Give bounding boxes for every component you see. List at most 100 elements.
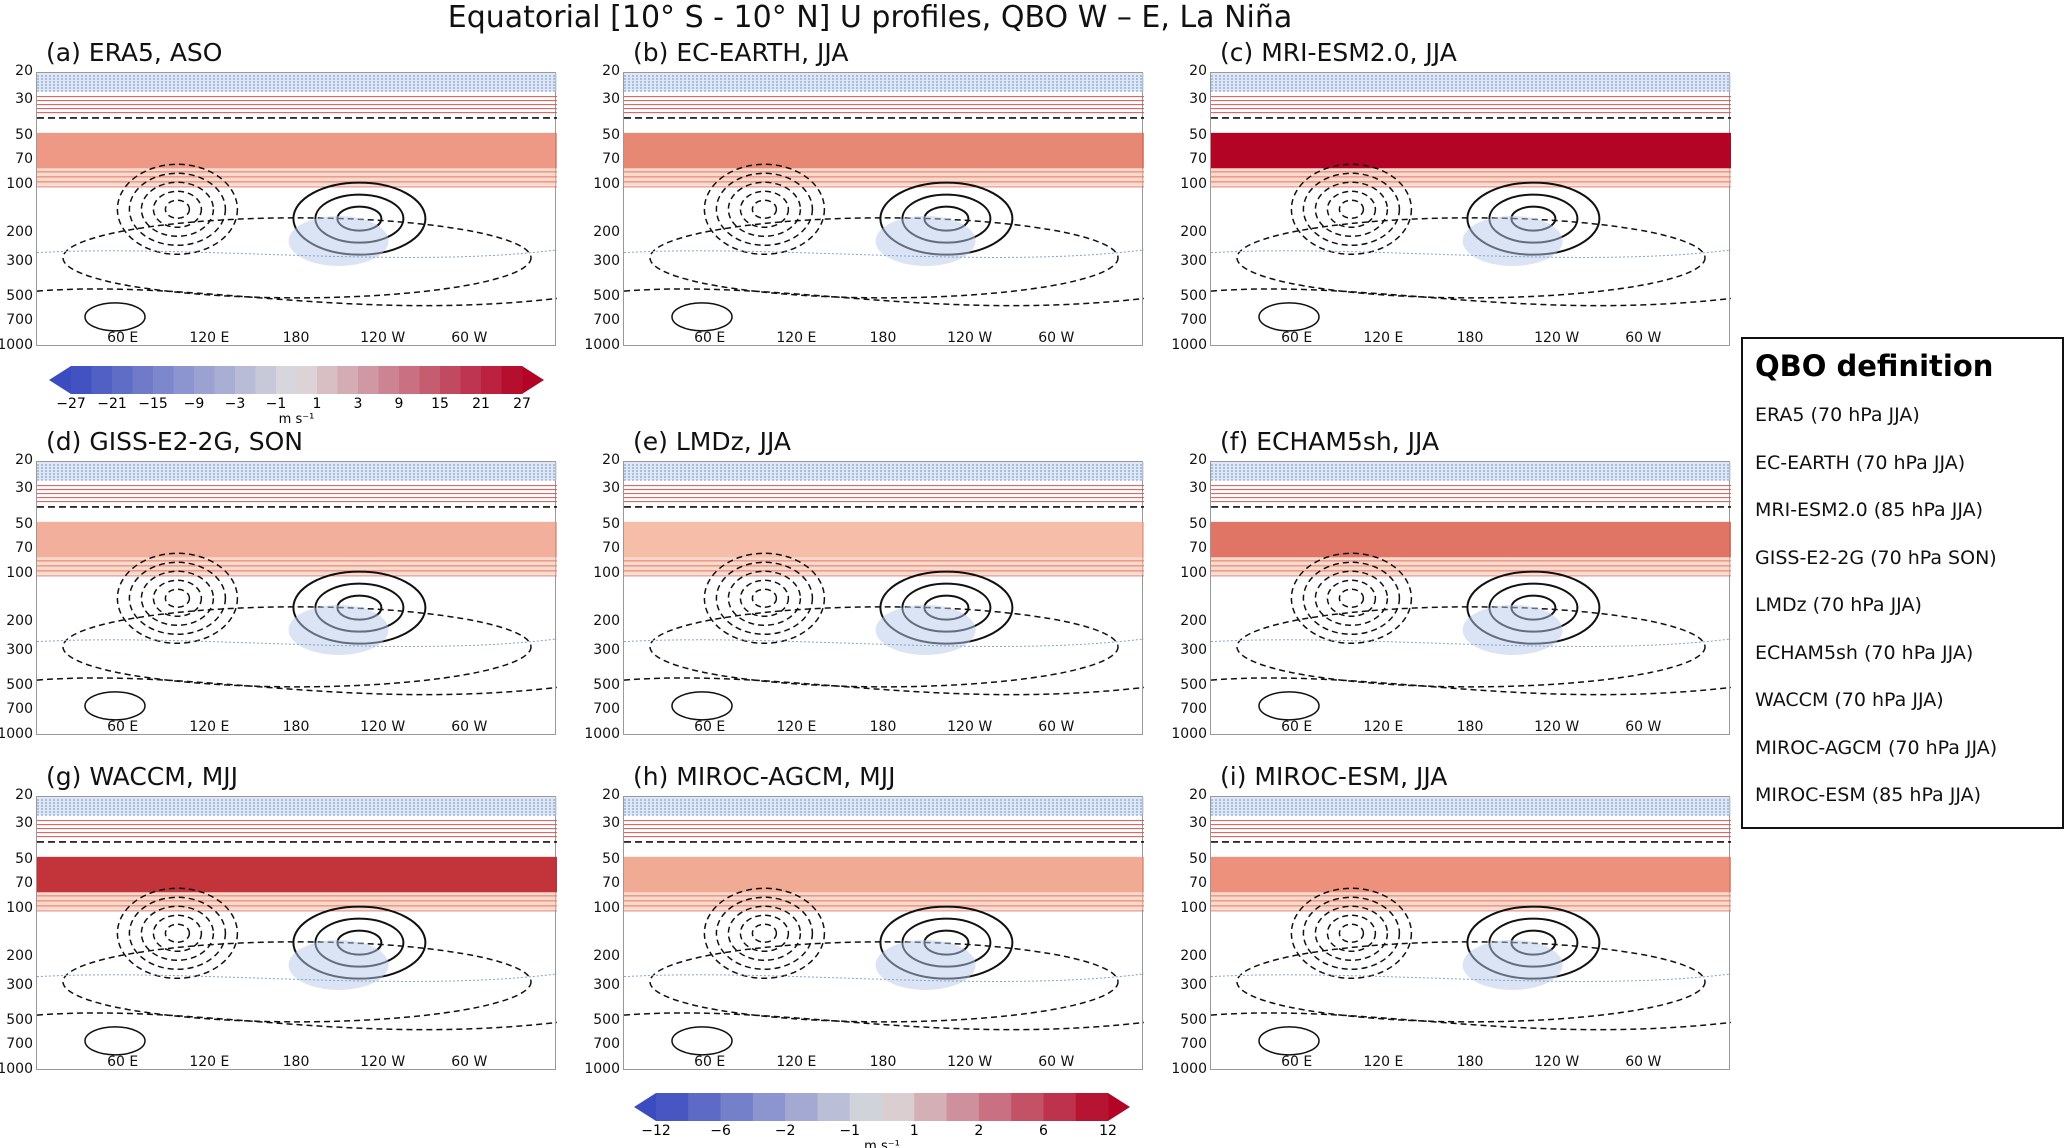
colorbar-extend-min <box>49 366 71 394</box>
colorbar-segment <box>276 366 297 394</box>
y-tick-label: 200 <box>593 613 620 630</box>
negative-anomaly-contour <box>1211 1012 1731 1031</box>
legend-item: WACCM (70 hPa JJA) <box>1755 689 1944 711</box>
colorbar-segment <box>317 366 338 394</box>
negative-anomaly-contour <box>164 923 191 944</box>
y-tick-label: 70 <box>15 874 33 891</box>
qbo-definition-legend: QBO definition ERA5 (70 hPa JJA) EC-EARTH… <box>1741 337 2064 829</box>
colorbar-segment <box>71 366 92 394</box>
y-tick-label: 30 <box>15 480 33 497</box>
y-tick-label: 20 <box>602 63 620 79</box>
y-tick-label: 700 <box>6 1036 33 1053</box>
y-tick-label: 100 <box>6 564 33 581</box>
negative-anomaly-contour <box>624 677 1144 696</box>
figure-title: Equatorial [10° S - 10° N] U profiles, Q… <box>447 0 1293 35</box>
y-tick-label: 70 <box>15 539 33 556</box>
negative-anomaly-shading <box>875 604 976 655</box>
y-tick-label: 70 <box>1189 150 1207 167</box>
easterly-contour <box>1211 973 1731 982</box>
x-tick-label: 60 W <box>1625 719 1662 735</box>
x-tick-label: 120 E <box>189 719 230 735</box>
x-tick-label: 180 <box>282 719 310 735</box>
positive-anomaly-contour <box>671 1026 733 1056</box>
positive-wind-band <box>624 132 1144 169</box>
x-tick-label: 60 E <box>107 330 139 346</box>
colorbar-segment <box>255 366 277 394</box>
panel-plot <box>623 796 1144 1070</box>
negative-anomaly-contour <box>128 172 227 247</box>
colorbar-tick-label: −1 <box>265 396 287 412</box>
negative-anomaly-contour <box>37 288 557 307</box>
x-tick-label: 60 W <box>451 330 488 346</box>
positive-anomaly-contour <box>84 302 146 332</box>
legend-item: MRI-ESM2.0 (85 hPa JJA) <box>1755 499 1984 521</box>
negative-anomaly-contour <box>116 887 239 980</box>
negative-anomaly-contour <box>1326 190 1377 229</box>
y-tick-label: 500 <box>6 1012 33 1029</box>
negative-anomaly-contour <box>140 905 215 962</box>
heatmap-svg <box>37 73 557 332</box>
x-tick-label: 120 E <box>776 330 817 346</box>
x-tick-label: 60 W <box>1038 330 1075 346</box>
negative-anomaly-contour <box>1236 941 1706 1023</box>
negative-anomaly-contour <box>739 579 790 618</box>
negative-anomaly-contour <box>649 217 1119 299</box>
y-tick-label: 1000 <box>584 1061 620 1077</box>
negative-anomaly-contour <box>715 561 814 636</box>
y-tick-label: 700 <box>1180 312 1207 329</box>
colorbar-segment <box>1075 1093 1109 1121</box>
easterly-contour <box>624 973 1144 982</box>
positive-wind-band <box>37 856 557 893</box>
y-tick-label: 700 <box>1180 1036 1207 1053</box>
negative-anomaly-contour <box>1302 561 1401 636</box>
negative-anomaly-contour <box>727 905 802 962</box>
x-tick-label: 180 <box>1456 1054 1484 1070</box>
negative-anomaly-contour <box>727 181 802 238</box>
panel-plot <box>1210 461 1731 735</box>
x-tick-label: 60 W <box>1038 719 1075 735</box>
y-tick-label: 200 <box>6 613 33 630</box>
negative-anomaly-contour <box>164 588 191 609</box>
y-tick-label: 200 <box>1180 224 1207 241</box>
y-tick-label: 500 <box>593 677 620 694</box>
negative-anomaly-contour <box>727 570 802 627</box>
panel-plot <box>36 461 557 735</box>
negative-anomaly-contour <box>128 561 227 636</box>
negative-anomaly-contour <box>649 606 1119 688</box>
x-tick-label: 60 W <box>1625 1054 1662 1070</box>
negative-anomaly-contour <box>1290 552 1413 645</box>
y-tick-label: 1000 <box>1171 1061 1207 1077</box>
negative-anomaly-contour <box>703 552 826 645</box>
colorbar-tick-label: −27 <box>56 396 86 412</box>
y-tick-label: 50 <box>602 851 620 868</box>
panel-title: (f) ECHAM5sh, JJA <box>1220 427 1440 456</box>
positive-anomaly-contour <box>1258 1026 1320 1056</box>
heatmap-svg <box>1211 462 1731 721</box>
panel-title: (g) WACCM, MJJ <box>46 762 239 791</box>
x-tick-label: 120 W <box>947 330 993 346</box>
y-tick-label: 30 <box>15 815 33 832</box>
colorbar-segment <box>419 366 441 394</box>
y-tick-label: 70 <box>1189 539 1207 556</box>
colorbar <box>634 1093 1130 1121</box>
negative-anomaly-contour <box>152 914 203 953</box>
negative-anomaly-contour <box>715 896 814 971</box>
colorbar-segment <box>1011 1093 1044 1121</box>
x-tick-label: 60 E <box>1281 330 1313 346</box>
x-tick-label: 120 W <box>947 1054 993 1070</box>
negative-anomaly-contour <box>1211 677 1731 696</box>
y-tick-label: 70 <box>15 150 33 167</box>
x-tick-label: 180 <box>282 330 310 346</box>
y-tick-label: 300 <box>6 252 33 269</box>
legend-title: QBO definition <box>1755 349 1994 383</box>
y-tick-label: 200 <box>6 948 33 965</box>
y-tick-label: 1000 <box>0 337 33 353</box>
colorbar-segment <box>214 366 236 394</box>
negative-anomaly-shading <box>1462 939 1563 990</box>
negative-anomaly-contour <box>37 677 557 696</box>
negative-anomaly-contour <box>751 199 778 220</box>
positive-anomaly-contour <box>671 691 733 721</box>
negative-anomaly-shading <box>1462 604 1563 655</box>
positive-wind-band <box>37 521 557 558</box>
